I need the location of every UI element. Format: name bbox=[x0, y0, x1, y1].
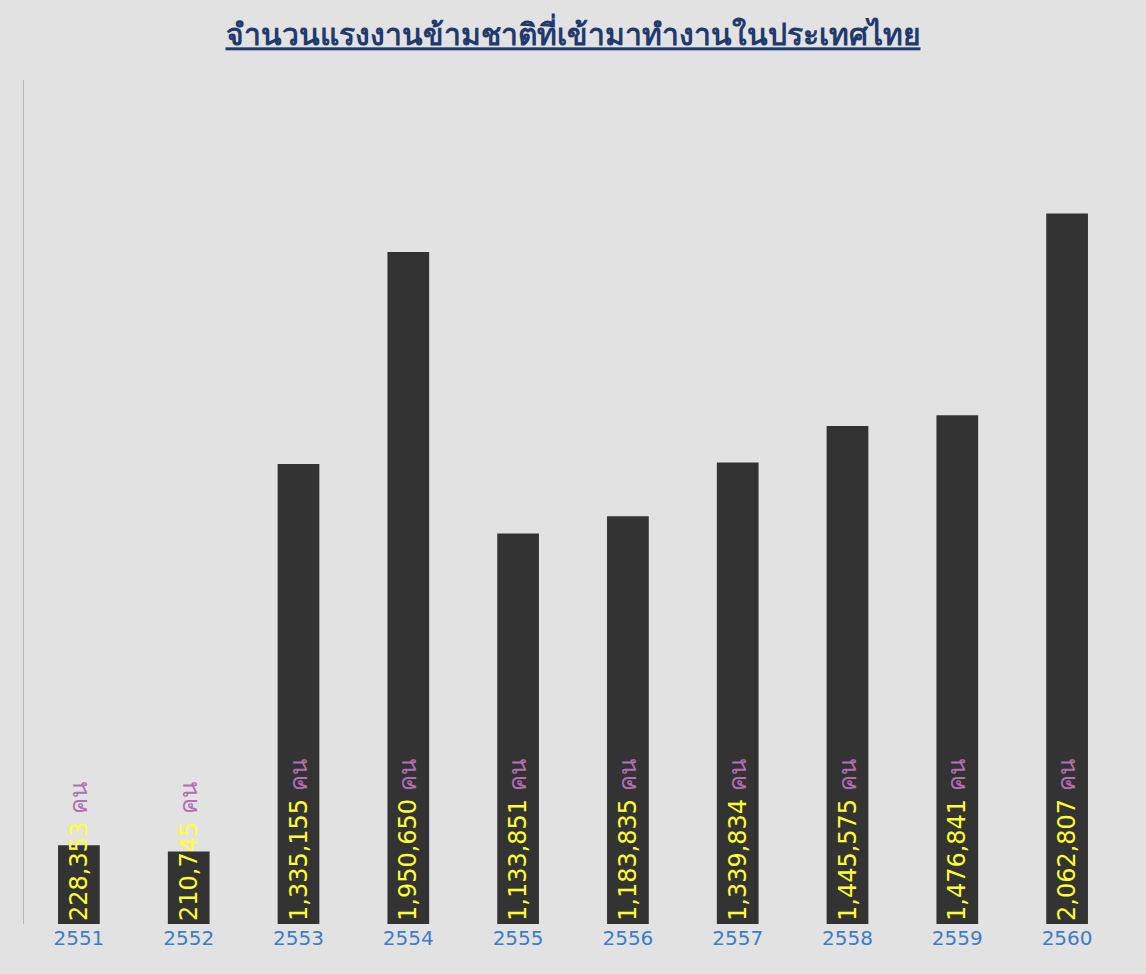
svg-text:210,745 คน: 210,745 คน bbox=[175, 782, 203, 921]
svg-text:จำนวนแรงงานข้ามชาติที่เข้ามาทำ: จำนวนแรงงานข้ามชาติที่เข้ามาทำงานในประเท… bbox=[226, 13, 921, 52]
svg-text:2552: 2552 bbox=[163, 926, 214, 950]
svg-text:2557: 2557 bbox=[712, 926, 763, 950]
svg-text:1,950,650 คน: 1,950,650 คน bbox=[394, 759, 422, 921]
svg-text:2556: 2556 bbox=[602, 926, 653, 950]
svg-text:1,335,155 คน: 1,335,155 คน bbox=[285, 759, 313, 921]
svg-text:2559: 2559 bbox=[932, 926, 983, 950]
svg-text:2554: 2554 bbox=[383, 926, 434, 950]
svg-text:1,445,575 คน: 1,445,575 คน bbox=[834, 759, 862, 921]
svg-text:1,133,851 คน: 1,133,851 คน bbox=[504, 759, 532, 921]
svg-text:2,062,807 คน: 2,062,807 คน bbox=[1053, 759, 1081, 921]
svg-text:2555: 2555 bbox=[493, 926, 544, 950]
svg-text:1,183,835 คน: 1,183,835 คน bbox=[614, 759, 642, 921]
svg-text:2558: 2558 bbox=[822, 926, 873, 950]
svg-text:1,339,834 คน: 1,339,834 คน bbox=[724, 759, 752, 921]
svg-text:2560: 2560 bbox=[1042, 926, 1093, 950]
svg-text:228,353 คน: 228,353 คน bbox=[65, 782, 93, 921]
svg-text:2551: 2551 bbox=[53, 926, 104, 950]
svg-text:2553: 2553 bbox=[273, 926, 324, 950]
svg-text:1,476,841 คน: 1,476,841 คน bbox=[943, 759, 971, 921]
